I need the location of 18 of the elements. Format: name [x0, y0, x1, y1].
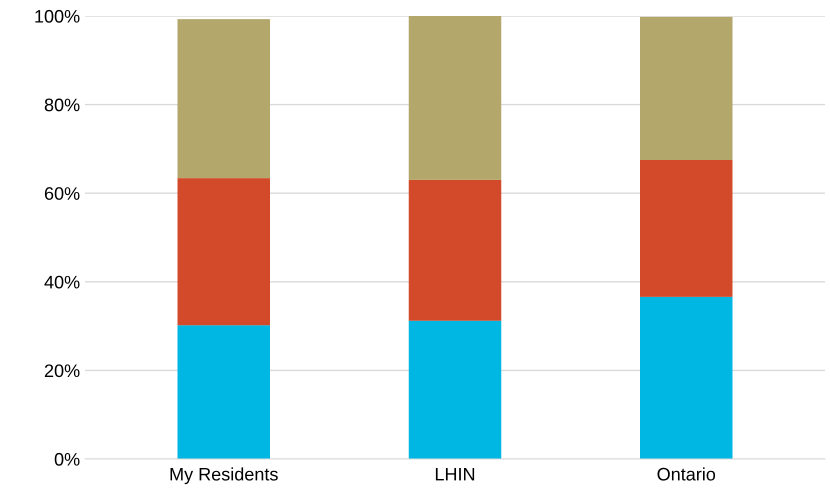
bar [640, 16, 732, 160]
y-tick-label: 20% [44, 364, 80, 378]
bar [408, 180, 502, 321]
y-tick-label: 60% [44, 187, 80, 200]
x-tick-label: Ontario [658, 467, 716, 481]
bar [178, 19, 270, 178]
y-tick-label: 40% [44, 276, 80, 289]
y-tick-label: 80% [44, 98, 80, 112]
bar [178, 325, 270, 459]
bar [408, 16, 502, 180]
x-tick-label: My Residents [170, 467, 278, 484]
bar [640, 296, 732, 459]
bar [640, 160, 732, 297]
bar [408, 320, 502, 459]
y-tick-label: 100% [35, 10, 80, 23]
y-tick-label: 0% [54, 452, 80, 466]
x-tick-label: LHIN [436, 468, 474, 480]
bar [178, 178, 270, 326]
